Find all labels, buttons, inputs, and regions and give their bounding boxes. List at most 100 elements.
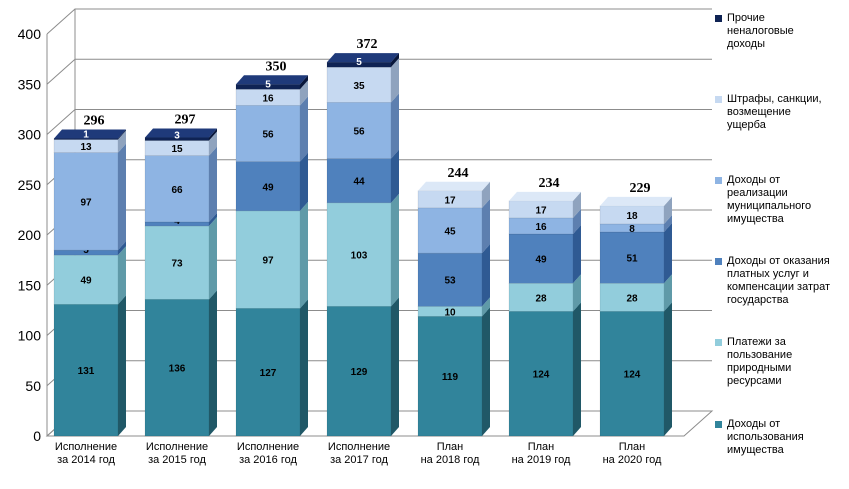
y-tick-label: 350	[18, 76, 42, 92]
bar-segment	[417, 316, 483, 437]
x-tick-label: Исполнение	[146, 441, 208, 453]
data-label: 8	[629, 224, 635, 235]
bar-stack: 13673466153297	[144, 113, 217, 437]
data-label: 17	[444, 195, 456, 206]
data-label: 28	[535, 293, 547, 304]
bar-segment-side	[118, 246, 126, 305]
bar-segment-side	[391, 193, 399, 307]
total-label: 234	[539, 176, 560, 191]
x-tick-label: План	[528, 441, 555, 453]
bar-segment-top	[327, 53, 399, 63]
data-label: 28	[626, 293, 638, 304]
x-tick-label: за 2017 год	[330, 454, 388, 466]
data-label: 129	[351, 367, 368, 378]
data-label: 5	[265, 79, 271, 90]
bars: 1314959713129613673466153297127974956165…	[53, 37, 672, 437]
total-label: 350	[266, 59, 287, 74]
bar-segment	[417, 207, 483, 254]
bar-segment-side	[300, 299, 308, 436]
bar-stack: 124 28 51 8 18 229	[599, 181, 672, 437]
data-label: 5	[83, 245, 89, 256]
data-label: 51	[626, 254, 638, 265]
bar-stack: 124 28 49 16 17 234	[508, 176, 581, 437]
data-label: 131	[78, 366, 95, 377]
bar-segment-side	[573, 191, 581, 218]
bar-segment-side	[391, 93, 399, 159]
bar-segment-side	[209, 290, 217, 436]
bar-segment-side	[209, 146, 217, 222]
data-label: 15	[171, 144, 183, 155]
bar-segment-side	[391, 149, 399, 203]
bar-segment-side	[209, 212, 217, 226]
x-tick-label: Исполнение	[237, 441, 299, 453]
bar-stack: 129 103 44 56 35 5 372	[326, 37, 399, 437]
legend-swatch	[715, 339, 722, 346]
legend-swatch	[715, 177, 722, 184]
bar-segment-side	[482, 198, 490, 254]
bar-segment	[235, 308, 301, 437]
data-label: 49	[80, 276, 92, 287]
bar-segment-side	[118, 129, 126, 140]
bar-segment-top	[509, 191, 581, 201]
data-label: 35	[353, 81, 365, 92]
data-label: 18	[626, 211, 638, 222]
legend-swatch	[715, 96, 722, 103]
bar-segment-side	[209, 128, 217, 141]
y-tick-label: 100	[18, 328, 42, 344]
bar-segment-top	[418, 181, 490, 191]
gridline	[46, 58, 712, 85]
data-label: 56	[262, 129, 274, 140]
legend-item: Доходы от оказания платных услуг и компе…	[712, 255, 849, 307]
bar-segment-side	[482, 297, 490, 317]
bar-segment	[599, 282, 665, 312]
bar-segment-side	[209, 216, 217, 300]
legend-label: Доходы от оказания платных услуг и компе…	[727, 255, 831, 306]
bar-segment-side	[300, 96, 308, 162]
bar-segment-side	[482, 181, 490, 208]
bar-segment-side	[391, 53, 399, 68]
data-label: 49	[262, 182, 274, 193]
y-tick-label: 400	[18, 26, 42, 42]
data-label: 5	[356, 57, 362, 68]
bar-segment	[235, 105, 301, 162]
legend-label: Доходы от реализации муниципального имущ…	[727, 174, 812, 225]
bar-segment-side	[118, 295, 126, 436]
data-label: 1	[83, 130, 89, 141]
bar-segment-side	[300, 152, 308, 211]
bar-segment	[235, 210, 301, 309]
x-tick-label: План	[437, 441, 464, 453]
bar-segment-side	[664, 302, 672, 436]
total-label: 372	[357, 37, 378, 52]
data-label: 124	[533, 370, 550, 381]
bar-segment-side	[391, 297, 399, 436]
data-label: 66	[171, 185, 183, 196]
data-label: 97	[262, 256, 274, 267]
bar-segment	[326, 202, 392, 307]
bar-segment	[326, 306, 392, 437]
bar-segment-side	[573, 208, 581, 234]
legend-item: Доходы от использования имущества	[712, 418, 849, 457]
y-tick-label: 150	[18, 277, 42, 293]
bar-segment	[144, 299, 210, 437]
x-tick-label: за 2016 год	[239, 454, 297, 466]
data-label: 119	[442, 372, 459, 383]
bar-segment	[144, 225, 210, 300]
data-label: 16	[262, 93, 274, 104]
legend-label: Доходы от использования имущества	[727, 418, 804, 456]
gridline	[46, 8, 712, 35]
bar-segment	[235, 161, 301, 212]
x-tick-label: на 2018 год	[421, 454, 480, 466]
data-label: 97	[80, 197, 92, 208]
y-tick-label: 250	[18, 177, 42, 193]
bar-segment-side	[300, 80, 308, 106]
bar-segment-side	[664, 274, 672, 312]
bar-segment	[417, 252, 483, 307]
data-label: 16	[535, 222, 547, 233]
legend-label: Штрафы, санкции, возмещение ущерба	[727, 93, 822, 131]
data-label: 127	[260, 368, 277, 379]
total-label: 244	[448, 166, 469, 181]
legend-swatch	[715, 15, 722, 22]
data-label: 17	[535, 205, 547, 216]
